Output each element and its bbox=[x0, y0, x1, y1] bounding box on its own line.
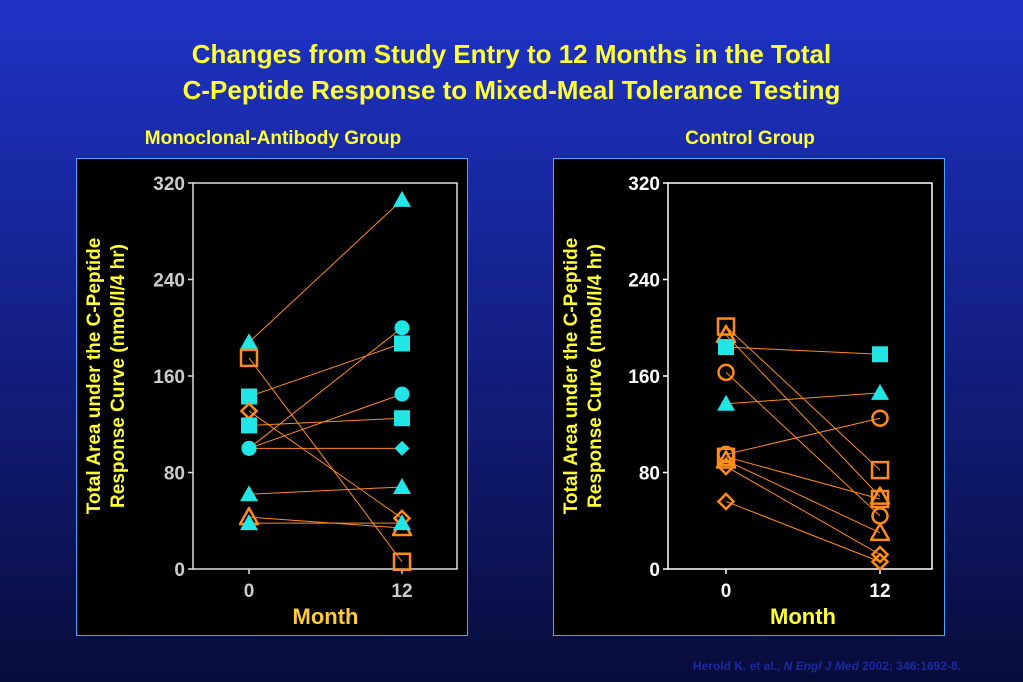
square-point bbox=[870, 489, 890, 509]
x-axis-label: Month bbox=[293, 604, 359, 629]
square-point bbox=[870, 460, 890, 480]
citation-journal: N Engl J Med bbox=[783, 659, 859, 673]
title-line-2: C-Peptide Response to Mixed-Meal Toleran… bbox=[182, 75, 841, 105]
y-tick-label: 240 bbox=[628, 271, 660, 292]
triangle-point bbox=[869, 522, 891, 542]
series-line bbox=[725, 334, 881, 497]
series-line bbox=[725, 459, 881, 534]
y-tick-label: 0 bbox=[649, 560, 660, 581]
plot-frame bbox=[192, 182, 458, 570]
square-point bbox=[241, 417, 257, 434]
triangle-point bbox=[393, 477, 411, 494]
square-point bbox=[716, 317, 736, 336]
y-tick-label: 0 bbox=[174, 560, 185, 581]
diamond-point bbox=[716, 457, 736, 476]
series-line bbox=[725, 372, 881, 517]
triangle-point bbox=[869, 486, 891, 505]
series-line bbox=[725, 466, 881, 555]
circle-point bbox=[717, 363, 735, 382]
series-line bbox=[248, 516, 403, 529]
y-tick-label: 320 bbox=[628, 174, 660, 195]
square-point bbox=[394, 335, 410, 352]
circle-point bbox=[394, 320, 410, 336]
series-line bbox=[248, 410, 403, 519]
circle-point bbox=[394, 386, 410, 402]
diamond-point bbox=[870, 552, 890, 572]
y-tick-label: 160 bbox=[628, 367, 660, 388]
y-axis-label-line-2: Response Curve (nmol/l/4 hr) bbox=[108, 244, 129, 508]
x-tick-label: 0 bbox=[244, 581, 255, 602]
citation-ref: 2002; 346:1692-8. bbox=[858, 659, 961, 673]
square-point bbox=[394, 410, 410, 427]
y-tick-label: 320 bbox=[153, 174, 185, 195]
series-line bbox=[248, 357, 403, 563]
x-axis-label: Month bbox=[770, 604, 836, 629]
slide-title: Changes from Study Entry to 12 Months in… bbox=[0, 36, 1023, 108]
diamond-point bbox=[716, 492, 736, 511]
triangle-point bbox=[240, 485, 258, 502]
triangle-point bbox=[871, 383, 889, 400]
y-tick-label: 240 bbox=[153, 271, 185, 292]
series-line bbox=[248, 417, 403, 426]
series-line bbox=[248, 342, 403, 397]
series-line bbox=[248, 199, 403, 343]
triangle-point bbox=[717, 394, 735, 411]
y-tick-label: 80 bbox=[164, 464, 185, 485]
series-line bbox=[725, 456, 881, 500]
title-line-1: Changes from Study Entry to 12 Months in… bbox=[191, 39, 832, 69]
diamond-point bbox=[870, 545, 890, 564]
series-line bbox=[725, 392, 881, 405]
diamond-point bbox=[394, 440, 410, 456]
x-tick-label: 12 bbox=[391, 581, 412, 602]
chart-svg-control: 0 80 160 240 320 0 12 Month Total Area under the… bbox=[561, 174, 933, 629]
square-point bbox=[241, 388, 257, 405]
series-line bbox=[725, 417, 881, 455]
square-point bbox=[392, 552, 412, 572]
y-tick-label: 80 bbox=[639, 464, 660, 485]
square-point bbox=[716, 447, 736, 467]
triangle-point bbox=[240, 333, 258, 350]
y-axis-label-line-1: Total Area under the C-Peptide bbox=[561, 238, 582, 515]
chart-title-control: Control Group bbox=[685, 128, 815, 149]
triangle-point bbox=[393, 190, 411, 207]
y-axis-label-line-1: Total Area under the C-Peptide bbox=[84, 238, 105, 515]
square-point bbox=[718, 339, 734, 356]
triangle-point bbox=[240, 514, 258, 531]
series-line bbox=[248, 486, 403, 495]
chart-panel-control: 0 80 160 240 320 0 12 Month Total Area under the… bbox=[553, 158, 945, 636]
circle-point bbox=[871, 409, 889, 427]
x-tick-label: 12 bbox=[869, 581, 890, 602]
citation-authors: Herold K. et al., bbox=[692, 659, 784, 673]
chart-panel-antibody: 0 80 160 240 320 0 12 Month Total Area under the… bbox=[76, 158, 468, 636]
triangle-point bbox=[715, 450, 737, 469]
series-line bbox=[248, 393, 403, 449]
y-axis-label-line-2: Response Curve (nmol/l/4 hr) bbox=[585, 244, 606, 508]
square-point bbox=[872, 346, 888, 363]
chart-title-antibody: Monoclonal-Antibody Group bbox=[144, 128, 402, 149]
series-line bbox=[725, 346, 881, 355]
plot-frame bbox=[667, 182, 933, 570]
x-tick-label: 0 bbox=[721, 581, 732, 602]
y-tick-label: 160 bbox=[153, 367, 185, 388]
triangle-point bbox=[393, 514, 411, 531]
series-line bbox=[725, 500, 881, 563]
diamond-point bbox=[241, 440, 257, 456]
chart-svg-antibody: 0 80 160 240 320 0 12 Month Total Area under the… bbox=[84, 174, 458, 629]
series-line bbox=[248, 327, 403, 449]
square-point bbox=[239, 348, 259, 368]
citation: Herold K. et al., N Engl J Med 2002; 346… bbox=[693, 659, 961, 673]
